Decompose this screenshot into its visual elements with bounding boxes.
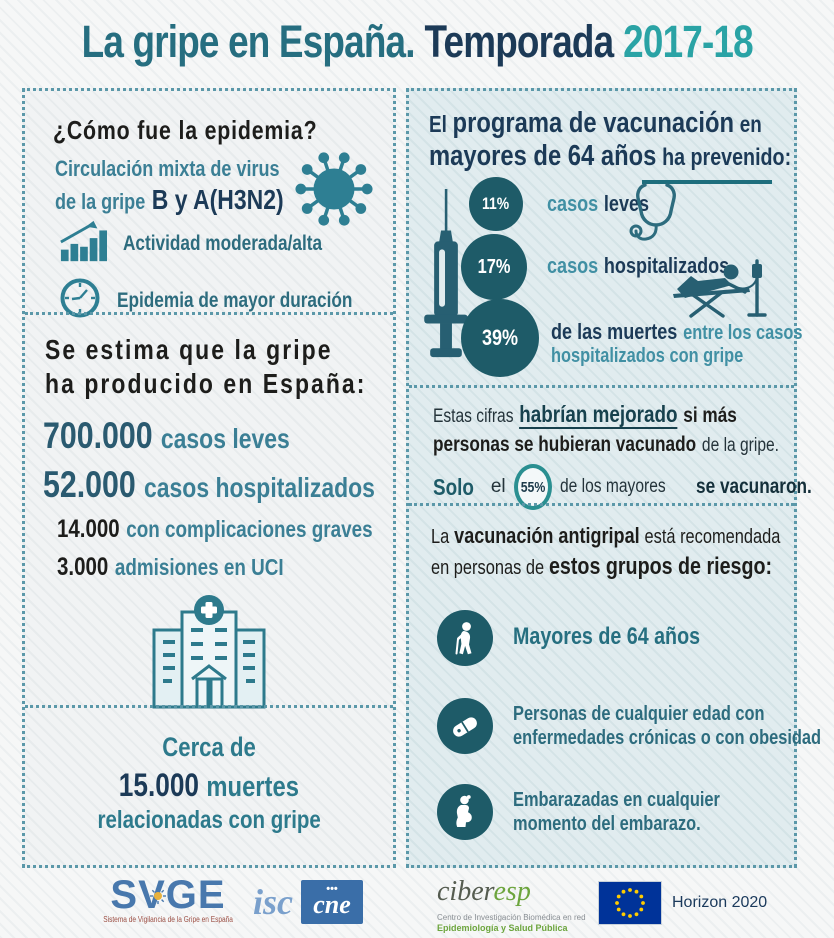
heading2-bold: mayores de 64 años — [429, 140, 657, 173]
bar-chart-icon — [59, 220, 107, 267]
stat-mild-cases: 700.000 casos leves — [43, 415, 393, 457]
epidemic-section: ¿Cómo fue la epidemia? Circulación mixta… — [25, 91, 393, 318]
ciber-name-part2: esp — [493, 876, 531, 907]
virus-strains: B y A(H3N2) — [151, 184, 284, 215]
risk-group3-line2: momento del embarazo. — [513, 812, 701, 835]
pill-icon — [437, 697, 493, 754]
cne-box: ••• cne — [301, 880, 363, 924]
stat-label: con complicaciones graves — [126, 516, 373, 543]
stat-complications: 14.000 con complicaciones graves — [57, 515, 393, 544]
risk-groups-section: La vacunación antigripal está recomendada … — [409, 503, 821, 865]
risk-group-chronic: Personas de cualquier edad con enfermeda… — [437, 697, 821, 754]
stat-label: casos leves — [160, 423, 290, 455]
stat-label-39: de las muertes entre los casos hospitaliz… — [551, 319, 803, 367]
cne-dots: ••• — [326, 882, 338, 895]
solo-label: Solo — [433, 473, 474, 500]
improved-section: Estas cifras habrían mejorado si más perso… — [409, 385, 811, 510]
stethoscope-icon — [629, 181, 687, 250]
deaths-section: Cerca de 15.000 muertes relacionadas con … — [25, 705, 393, 865]
ciber-name-part1: ciber — [437, 876, 494, 907]
isciii-cne-logo: isc ••• cne — [253, 880, 363, 924]
stat-label-17: casos hospitalizados — [547, 253, 730, 278]
duration-row: Epidemia de mayor duración — [59, 277, 393, 324]
clock-icon — [59, 277, 101, 324]
stat-circle-39: 39% — [461, 299, 539, 377]
risk-heading: La vacunación antigripal está recomendada … — [431, 523, 781, 580]
cne-text: cne — [313, 889, 351, 919]
svge-name: SVGE — [110, 873, 226, 917]
duration-label: Epidemia de mayor duración — [117, 288, 353, 312]
improved-line2-post: de la gripe. — [701, 435, 780, 456]
patient-iv-icon — [665, 259, 767, 324]
risk-group2-line1: Personas de cualquier edad con — [513, 702, 765, 725]
eu-flag-icon — [598, 881, 662, 925]
horizon-2020-label: Horizon 2020 — [672, 894, 768, 911]
ciber-tagline1: Centro de Investigación Biomédica en red — [437, 913, 586, 922]
estimates-section: Se estima que la gripe ha producido en E… — [25, 312, 393, 709]
elderly-person-icon — [437, 609, 493, 666]
ciberesp-logo: ciberesp Centro de Investigación Biomédi… — [437, 876, 607, 934]
svge-sunburst-icon — [150, 872, 166, 910]
deaths-value: 15.000 — [118, 767, 200, 803]
deaths-intro: Cerca de — [162, 732, 256, 762]
stat-circle-11: 11% — [469, 177, 523, 231]
risk-group2-line2: enfermedades crónicas o con obesidad — [513, 726, 822, 749]
deaths-value-label: muertes — [206, 771, 300, 803]
heading1-pre: El — [429, 111, 447, 137]
circulation-line1: Circulación mixta de virus — [55, 156, 280, 181]
right-panel: El programa de vacunación en mayores de 64… — [406, 88, 821, 868]
heading1-post: en — [739, 111, 762, 137]
improved-line1-post: si más — [683, 404, 737, 427]
page-title: La gripe en España. Temporada 2017-18 — [0, 16, 834, 68]
isc-text: isc — [253, 882, 293, 922]
title-part2: Temporada — [424, 16, 614, 67]
stat-label: casos hospitalizados — [144, 472, 375, 504]
activity-label: Actividad moderada/alta — [123, 231, 323, 255]
improved-line2-bold: personas se hubieran vacunado — [433, 433, 697, 456]
risk-group-elderly: Mayores de 64 años — [437, 609, 794, 666]
left-panel: ¿Cómo fue la epidemia? Circulación mixta… — [22, 88, 396, 868]
line3-bold: se vacunaron. — [695, 475, 812, 498]
stat-label: admisiones en UCI — [114, 554, 284, 581]
heading-underline-bar — [642, 179, 772, 184]
stat-value: 52.000 — [43, 464, 136, 506]
circulation-line2: de la gripe — [55, 189, 146, 214]
vaccinated-pct-ring: 55% — [513, 464, 552, 510]
vaccination-prevented-section: El programa de vacunación en mayores de 64… — [409, 91, 802, 385]
line3-mid: de los mayores — [559, 476, 666, 497]
activity-row: Actividad moderada/alta — [59, 220, 393, 267]
ciber-tagline2: Epidemiología y Salud Pública — [437, 923, 568, 933]
stat-icu: 3.000 admisiones en UCI — [57, 553, 393, 582]
risk-group1-label: Mayores de 64 años — [513, 623, 701, 651]
stat-value: 14.000 — [57, 515, 120, 544]
svge-logo: SVGE Sistema de Vigilancia de la Gripe e… — [88, 873, 248, 924]
pregnant-woman-icon — [437, 783, 493, 840]
stat-circle-17: 17% — [461, 234, 527, 300]
title-part3: 2017-18 — [622, 16, 754, 67]
title-part1: La gripe en España. — [81, 16, 415, 67]
el-label: el — [490, 476, 506, 497]
epidemic-heading: ¿Cómo fue la epidemia? — [53, 115, 318, 145]
hospital-icon — [25, 594, 393, 715]
stat-hospitalized: 52.000 casos hospitalizados — [43, 464, 393, 506]
heading1-bold: programa de vacunación — [452, 107, 735, 139]
virus-circulation: Circulación mixta de virus de la gripe B … — [55, 152, 393, 226]
estimates-heading-line2: ha producido en España: — [45, 367, 367, 399]
prevented-heading: El programa de vacunación en mayores de 64… — [429, 107, 791, 174]
svge-tagline: Sistema de Vigilancia de la Gripe en Esp… — [103, 915, 233, 924]
virus-icon — [293, 148, 375, 235]
deaths-outro: relacionadas con gripe — [97, 806, 321, 834]
stat-value: 700.000 — [43, 415, 153, 457]
heading2-underlined: ha prevenido: — [662, 144, 792, 172]
risk-group3-line1: Embarazadas en cualquier — [513, 788, 720, 811]
improved-line1-underlined: habrían mejorado — [519, 401, 678, 429]
stat-value: 3.000 — [57, 553, 109, 582]
syringe-icon — [423, 189, 469, 374]
risk-group-pregnant: Embarazadas en cualquier momento del emb… — [437, 783, 794, 840]
estimates-heading-line1: Se estima que la gripe — [45, 334, 333, 365]
improved-line1-pre: Estas cifras — [433, 406, 514, 427]
